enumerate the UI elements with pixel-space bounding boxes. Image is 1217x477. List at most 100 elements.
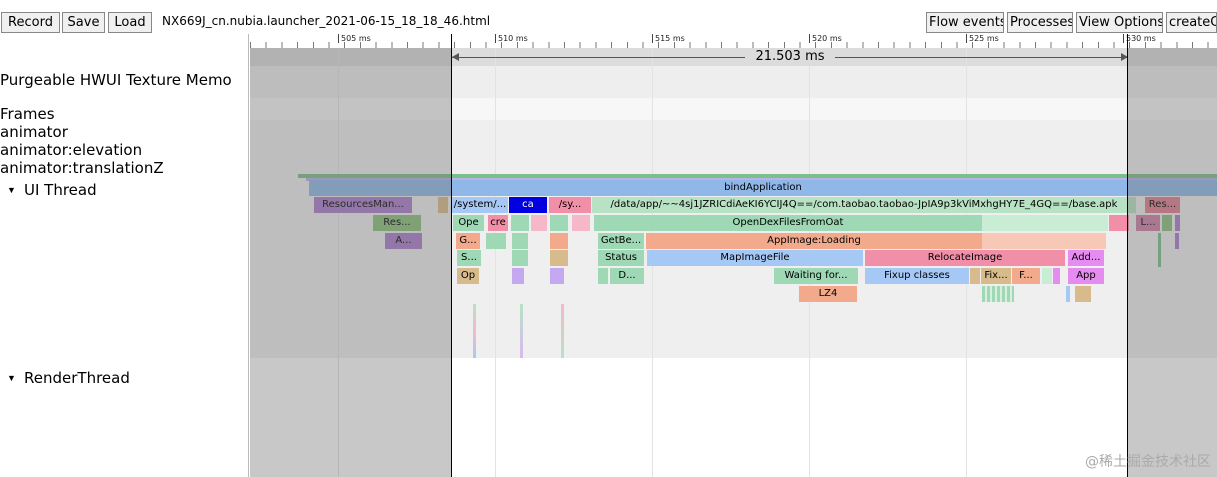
tick-label: 510 ms — [495, 34, 528, 43]
slice[interactable] — [1162, 215, 1172, 231]
track-label-render-thread[interactable]: RenderThread — [24, 369, 130, 387]
load-button[interactable]: Load — [108, 12, 152, 33]
tick-label: 505 ms — [338, 34, 371, 43]
slice[interactable] — [982, 215, 1108, 231]
timeline-area[interactable]: 505 ms 510 ms 515 ms 520 ms 525 ms 530 m… — [250, 34, 1217, 477]
slice-a-left[interactable]: A... — [385, 233, 422, 249]
slice-ca[interactable]: ca — [509, 197, 547, 213]
track-label-purgeable: Purgeable HWUI Texture Memo — [0, 71, 232, 89]
slice-getbe[interactable]: GetBe... — [598, 233, 644, 249]
selection-dim-left — [250, 48, 451, 477]
slice[interactable] — [598, 268, 608, 284]
slice[interactable] — [1109, 215, 1129, 231]
slice[interactable] — [550, 268, 564, 284]
selection-dim-right — [1128, 48, 1217, 477]
slice-open-dex[interactable]: OpenDexFilesFromOat — [594, 215, 982, 231]
slice-cluster[interactable] — [982, 286, 1014, 302]
slice-bind-application[interactable]: bindApplication — [309, 180, 1217, 196]
slice[interactable] — [438, 197, 448, 213]
slice-sliver[interactable] — [473, 304, 476, 358]
slice[interactable] — [1053, 268, 1060, 284]
slice[interactable] — [982, 233, 1106, 249]
slice-sliver[interactable] — [1158, 233, 1161, 267]
watermark: @稀土掘金技术社区 — [1085, 454, 1211, 470]
slice[interactable] — [1042, 268, 1052, 284]
tick-label: 515 ms — [652, 34, 685, 43]
tick-label: 520 ms — [809, 34, 842, 43]
selection-boundary-left[interactable] — [451, 34, 452, 477]
measure-label-bg — [745, 48, 835, 66]
tick-label: 530 ms — [1123, 34, 1156, 43]
slice[interactable] — [550, 215, 568, 231]
slice-appimage-loading[interactable]: AppImage:Loading — [646, 233, 982, 249]
purgeable-track — [250, 66, 1217, 98]
slice[interactable] — [572, 215, 590, 231]
expand-render-thread-icon[interactable]: ▼ — [7, 373, 16, 383]
slice-system[interactable]: /system/... — [452, 197, 508, 213]
measure-label: 21.503 ms — [755, 49, 825, 64]
selection-boundary-right[interactable] — [1127, 34, 1128, 477]
create-button[interactable]: createCl — [1166, 12, 1217, 33]
slice[interactable] — [970, 268, 980, 284]
track-labels-panel: Purgeable HWUI Texture Memo Frames anima… — [0, 34, 249, 477]
slice[interactable] — [512, 250, 528, 266]
slice-fixup-classes[interactable]: Fixup classes — [865, 268, 969, 284]
track-label-ui-thread[interactable]: UI Thread — [24, 181, 97, 199]
slice-f[interactable]: F... — [1012, 268, 1040, 284]
slice-fix[interactable]: Fix... — [981, 268, 1011, 284]
slice-add[interactable]: Add... — [1068, 250, 1104, 266]
measure-left-arrow-icon — [452, 53, 459, 61]
slice-s[interactable]: S... — [457, 250, 481, 266]
slice-status[interactable]: Status — [598, 250, 644, 266]
measure-right-arrow-icon — [1121, 53, 1128, 61]
slice-relocateimage[interactable]: RelocateImage — [865, 250, 1065, 266]
gridline — [338, 48, 339, 477]
slice[interactable] — [511, 215, 529, 231]
slice-sliver[interactable] — [561, 304, 564, 358]
slice[interactable] — [512, 233, 528, 249]
slice[interactable] — [1175, 215, 1180, 231]
track-label-animator-elevation: animator:elevation — [0, 141, 143, 159]
processes-button[interactable]: Processes — [1007, 12, 1073, 33]
slice[interactable] — [1075, 286, 1091, 302]
slice[interactable] — [512, 268, 524, 284]
slice-op[interactable]: Op — [457, 268, 479, 284]
slice-app[interactable]: App — [1068, 268, 1104, 284]
slice-cre[interactable]: cre — [488, 215, 508, 231]
slice[interactable] — [531, 215, 547, 231]
slice[interactable] — [550, 233, 568, 249]
slice-strip[interactable] — [298, 174, 1217, 178]
frames-track — [250, 98, 1217, 120]
slice-g[interactable]: G... — [456, 233, 480, 249]
slice-d[interactable]: D... — [610, 268, 644, 284]
gridline — [495, 48, 496, 477]
slice-lz4[interactable]: LZ4 — [799, 286, 857, 302]
view-options-button[interactable]: View Options — [1076, 12, 1163, 33]
track-label-animator-translationz: animator:translationZ — [0, 159, 164, 177]
save-button[interactable]: Save — [62, 12, 105, 33]
flow-events-button[interactable]: Flow events — [926, 12, 1004, 33]
slice-res-left[interactable]: Res... — [373, 215, 421, 231]
slice-ope[interactable]: Ope — [453, 215, 484, 231]
slice-base-apk[interactable]: /data/app/~~4sj1JZRICdiAeKI6YCIJ4Q==/com… — [592, 197, 1136, 213]
slice[interactable] — [486, 233, 506, 249]
track-label-frames: Frames — [0, 105, 55, 123]
trace-filename: NX669J_cn.nubia.launcher_2021-06-15_18_1… — [162, 14, 491, 28]
slice-waiting-for[interactable]: Waiting for... — [774, 268, 858, 284]
track-label-animator: animator — [0, 123, 68, 141]
slice-l-right[interactable]: L... — [1136, 215, 1160, 231]
slice-sliver[interactable] — [1175, 233, 1179, 249]
slice[interactable] — [550, 250, 568, 266]
record-button[interactable]: Record — [1, 12, 60, 33]
slice-res-right[interactable]: Res... — [1145, 197, 1180, 213]
expand-ui-thread-icon[interactable]: ▼ — [7, 185, 16, 195]
render-thread-track — [250, 358, 1217, 477]
ruler-minor-ticks — [250, 42, 1217, 48]
tick-label: 525 ms — [966, 34, 999, 43]
slice-strip[interactable] — [306, 178, 1217, 181]
slice-sliver[interactable] — [520, 304, 523, 358]
slice-mapimagefile[interactable]: MapImageFile — [647, 250, 863, 266]
slice-sy[interactable]: /sy... — [549, 197, 591, 213]
slice[interactable] — [1066, 286, 1070, 302]
slice-resources-man[interactable]: ResourcesMan... — [314, 197, 412, 213]
